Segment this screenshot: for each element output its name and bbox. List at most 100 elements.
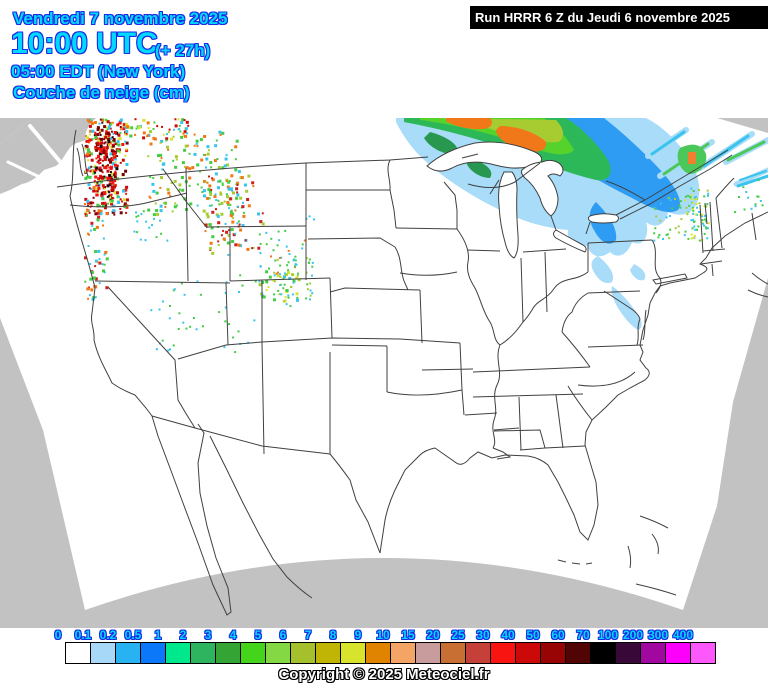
boundary-line-51: [493, 429, 546, 449]
boundary-line-28: [395, 227, 458, 230]
boundary-line-66: [615, 149, 729, 216]
legend-swatch-3: [215, 642, 241, 664]
legend-swatch-6: [290, 642, 316, 664]
boundary-line-89: [492, 447, 512, 460]
boundary-line-46: [577, 371, 636, 387]
snow-ontario-tail: [611, 286, 642, 330]
boundary-line-6: [94, 280, 231, 284]
legend-swatch-200: [640, 642, 666, 664]
boundary-line-82: [747, 289, 768, 298]
boundary-line-2: [185, 167, 189, 282]
speckle-field-adirondacks-core: [684, 192, 710, 242]
legend-swatch-300: [665, 642, 691, 664]
bc-channel-0: [28, 124, 64, 166]
boundary-line-36: [544, 251, 548, 313]
boundary-line-91: [489, 179, 500, 195]
boundary-line-74: [194, 427, 331, 455]
legend-swatch-400: [690, 642, 716, 664]
boundary-line-56: [642, 309, 647, 341]
legend-swatch-70: [590, 642, 616, 664]
boundary-line-49: [555, 394, 564, 449]
legend-swatch-0.2: [115, 642, 141, 664]
legend-value-60: 60: [551, 628, 565, 642]
boundary-line-45: [587, 344, 644, 348]
legend-value-9: 9: [354, 628, 362, 642]
legend-value-15: 15: [401, 628, 415, 642]
legend-value-25: 25: [451, 628, 465, 642]
boundary-line-18: [394, 246, 409, 291]
bc-coast-mass: [0, 118, 96, 194]
boundary-line-65: [751, 212, 757, 241]
boundary-line-79: [379, 211, 768, 554]
legend-value-70: 70: [576, 628, 590, 642]
boundary-line-0: [56, 156, 429, 188]
boundary-line-62: [700, 260, 723, 265]
legend-value-40: 40: [501, 628, 515, 642]
boundary-line-57: [699, 204, 704, 254]
speckle-field-idaho-panhandle: [147, 130, 241, 217]
legend-swatch-60: [565, 642, 591, 664]
boundary-line-14: [329, 277, 333, 339]
boundary-line-7: [107, 286, 196, 429]
boundary-line-54: [603, 290, 641, 320]
bc-channel-1: [6, 160, 52, 184]
legend-value-0.5: 0.5: [124, 628, 142, 642]
boundary-line-78: [209, 435, 313, 599]
boundary-line-37: [499, 271, 589, 346]
boundary-line-41: [651, 239, 662, 294]
legend-scale-labels: 0 0.1 0.2 0.5 1 2 3 4 5 6 7 8 9 10 15 20 25 30 40 50 60 70 100…: [0, 629, 768, 641]
boundary-line-25: [461, 389, 465, 416]
legend-value-8: 8: [329, 628, 337, 642]
speckle-field-oregon-cascades: [84, 203, 109, 301]
boundary-line-70: [585, 221, 591, 235]
legend-value-7: 7: [304, 628, 312, 642]
speckle-field-adirondacks: [653, 187, 709, 242]
legend-value-0: 0: [54, 628, 62, 642]
boundary-line-4: [206, 225, 307, 228]
snow-ontario-fringe-2: [630, 264, 646, 281]
boundary-line-83: [639, 515, 669, 529]
speckle-field-colorado-rockies: [276, 257, 314, 308]
speckle-field-maine-border: [734, 179, 764, 214]
lake-michigan: [498, 171, 519, 259]
boundary-line-88: [76, 143, 89, 177]
boundary-line-52: [493, 427, 520, 431]
legend-value-3: 3: [204, 628, 212, 642]
boundary-line-77: [151, 415, 232, 616]
boundary-line-69: [550, 215, 557, 231]
lake-huron: [520, 159, 564, 217]
boundary-line-85: [627, 545, 632, 569]
weather-map-svg: [0, 118, 768, 628]
legend-swatch-0: [65, 642, 91, 664]
legend-swatch-10: [390, 642, 416, 664]
legend-value-10: 10: [376, 628, 390, 642]
lake-erie: [553, 229, 587, 253]
boundary-line-81: [751, 272, 768, 285]
boundary-line-84: [651, 533, 659, 555]
boundary-line-64: [715, 177, 735, 199]
snow-quebec-streak-core-3: [739, 170, 767, 181]
boundary-line-32: [443, 181, 458, 229]
legend-swatch-100: [615, 642, 641, 664]
boundary-line-87: [557, 559, 593, 565]
boundary-line-12: [229, 277, 331, 282]
parameter-label: Couche de neige (cm): [13, 83, 190, 102]
boundary-line-31: [492, 344, 501, 449]
boundary-line-53: [561, 292, 589, 333]
snow-ontario-fringe-1: [591, 256, 614, 284]
legend-swatch-9: [365, 642, 391, 664]
weather-map: [0, 118, 768, 628]
boundary-line-61: [702, 248, 726, 252]
legend-swatch-20: [440, 642, 466, 664]
boundary-line-80: [652, 273, 688, 285]
legend-value-0.1: 0.1: [74, 628, 92, 642]
legend-swatch-4: [240, 642, 266, 664]
boundary-line-8: [225, 282, 229, 346]
boundary-line-76: [329, 453, 381, 554]
legend-value-30: 30: [476, 628, 490, 642]
snow-ontario-darkgreen-2: [466, 158, 492, 178]
boundary-line-33: [466, 249, 501, 252]
snow-quebec-streak-green-2: [726, 140, 766, 162]
legend-value-300: 300: [647, 628, 669, 642]
forecast-date: Vendredi 7 novembre 2025: [13, 9, 228, 28]
